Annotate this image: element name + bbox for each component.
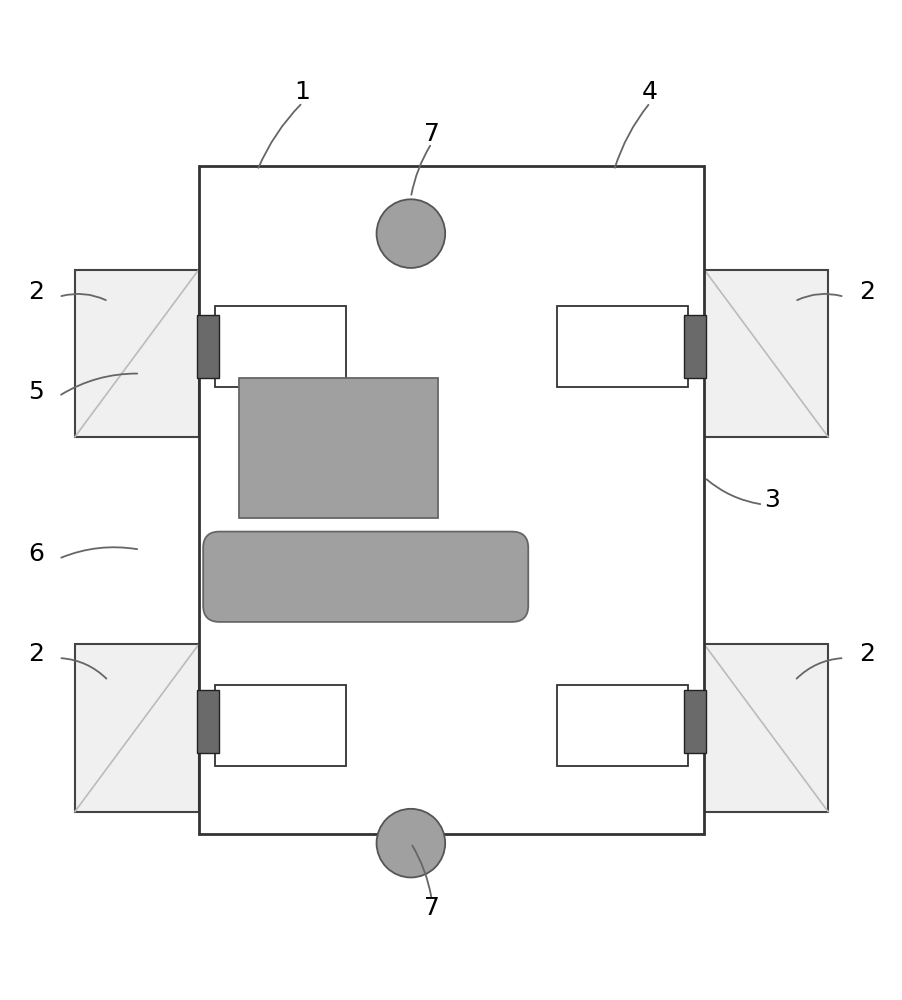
Bar xyxy=(215,306,345,387)
Bar xyxy=(704,270,827,437)
Bar xyxy=(198,166,704,834)
Circle shape xyxy=(376,809,445,877)
Text: 2: 2 xyxy=(858,642,874,666)
Text: 2: 2 xyxy=(28,280,44,304)
Text: 2: 2 xyxy=(858,280,874,304)
Bar xyxy=(557,685,687,766)
Bar xyxy=(197,690,218,753)
Text: 7: 7 xyxy=(423,122,439,146)
Text: 7: 7 xyxy=(423,896,439,920)
Text: 1: 1 xyxy=(294,80,310,104)
Bar xyxy=(239,378,437,518)
Bar xyxy=(557,306,687,387)
Text: 4: 4 xyxy=(641,80,658,104)
FancyBboxPatch shape xyxy=(203,532,528,622)
Text: 6: 6 xyxy=(28,542,44,566)
Bar xyxy=(684,315,705,378)
Text: 5: 5 xyxy=(28,380,44,404)
Bar xyxy=(197,315,218,378)
Text: 2: 2 xyxy=(28,642,44,666)
Bar xyxy=(704,644,827,812)
Bar xyxy=(75,644,198,812)
Bar xyxy=(684,690,705,753)
Bar xyxy=(215,685,345,766)
Bar xyxy=(75,270,198,437)
Text: 3: 3 xyxy=(763,488,779,512)
Circle shape xyxy=(376,199,445,268)
